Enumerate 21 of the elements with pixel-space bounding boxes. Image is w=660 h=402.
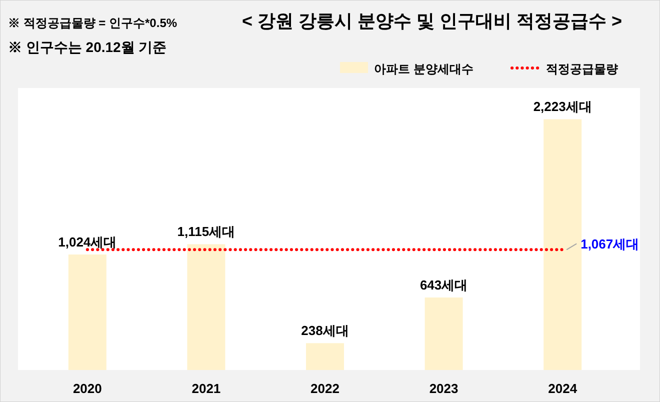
data-label: 2,223세대 — [533, 99, 592, 114]
x-tick-label: 2023 — [429, 381, 458, 396]
bar — [306, 343, 344, 370]
legend-label: 아파트 분양세대수 — [374, 62, 474, 76]
data-label: 1,115세대 — [177, 224, 236, 240]
data-label: 1,024세대 — [58, 234, 117, 250]
text: ※ 적정공급물량 = 인구수*0.5% — [8, 16, 178, 30]
text: ※ 인구수는 20.12월 기준 — [8, 39, 167, 55]
data-label: 238세대 — [301, 323, 349, 338]
bar — [424, 297, 463, 370]
bar — [68, 254, 106, 370]
x-tick-label: 2020 — [72, 381, 102, 396]
data-label: 1,067세대 — [580, 236, 640, 252]
x-tick-label: 2021 — [192, 381, 221, 396]
bar — [544, 119, 582, 370]
x-tick-label: 2024 — [548, 381, 578, 396]
legend-label: 적정공급물량 — [546, 62, 618, 76]
bar — [187, 244, 226, 370]
x-tick-label: 2022 — [310, 381, 340, 396]
chart-title: < 강원 강릉시 분양수 및 인구대비 적정공급수 > — [242, 11, 622, 31]
data-label: 643세대 — [420, 277, 468, 292]
